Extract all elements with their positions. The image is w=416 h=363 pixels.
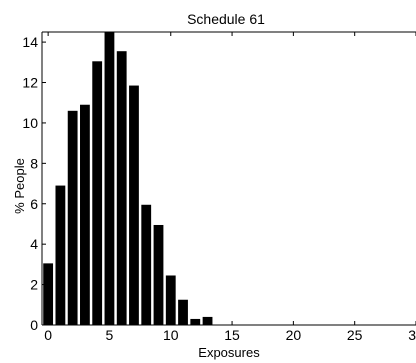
- y-tick-label-2: 2: [30, 277, 38, 293]
- bar-3: [80, 104, 90, 326]
- bar-2: [67, 110, 78, 325]
- bar-6: [116, 51, 127, 325]
- bar-5: [104, 32, 115, 325]
- y-tick-label-12: 12: [22, 75, 38, 91]
- y-tick-label-14: 14: [22, 34, 38, 50]
- y-tick-label-10: 10: [22, 115, 38, 131]
- y-tick-label-4: 4: [30, 236, 38, 252]
- x-tick-label-0: 0: [44, 327, 52, 343]
- bar-8: [141, 204, 152, 325]
- bar-4: [92, 61, 103, 326]
- bar-9: [153, 224, 164, 325]
- y-tick-label-0: 0: [30, 317, 38, 333]
- bar-12: [190, 318, 201, 325]
- bars-group: [43, 32, 213, 326]
- bar-0: [43, 263, 54, 325]
- x-tick-label-30: 30: [408, 327, 416, 343]
- bar-7: [129, 85, 139, 325]
- chart-title: Schedule 61: [187, 11, 265, 27]
- bar-1: [55, 185, 66, 325]
- x-axis-label: Exposures: [198, 345, 260, 360]
- x-tick-label-15: 15: [224, 327, 240, 343]
- tick-labels-group: 0 5 10 15 20 25 30 0 2 4 6 8 10 12 14: [22, 34, 416, 343]
- x-tick-label-25: 25: [347, 327, 363, 343]
- bar-13: [202, 316, 213, 325]
- x-tick-label-10: 10: [163, 327, 179, 343]
- y-axis-label: % People: [12, 158, 27, 214]
- bar-10: [165, 275, 176, 325]
- y-tick-label-8: 8: [30, 155, 38, 171]
- y-tick-label-6: 6: [30, 196, 38, 212]
- x-tick-label-20: 20: [286, 327, 302, 343]
- bar-11: [178, 299, 188, 325]
- x-tick-label-5: 5: [106, 327, 114, 343]
